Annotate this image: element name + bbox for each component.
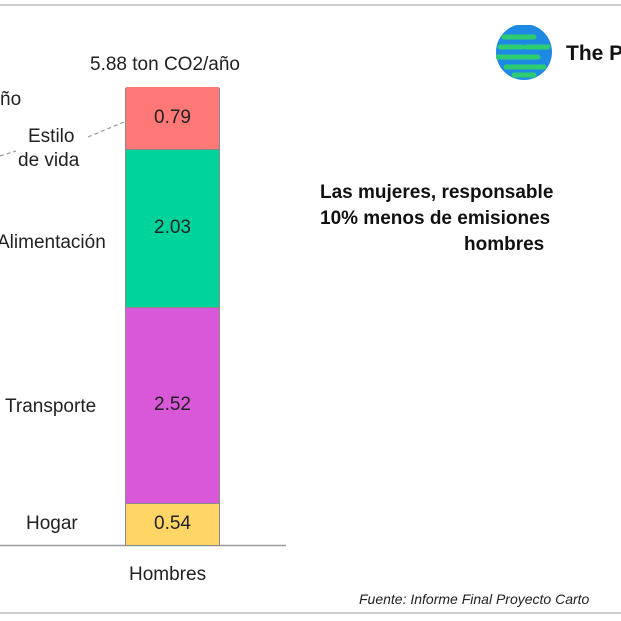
bar-segment-estilo-de-vida: 0.79: [126, 87, 219, 149]
partial-label: ño: [0, 89, 22, 110]
globe-icon: [495, 24, 552, 80]
segment-value-label: 0.54: [154, 513, 191, 535]
series-label-transporte: Transporte: [5, 396, 97, 417]
bottom-rule: [0, 612, 621, 614]
series-label-alimentacion: Alimentación: [0, 232, 106, 253]
headline-line-3: hombres: [464, 234, 545, 255]
series-label-hogar: Hogar: [26, 513, 78, 534]
brand-name: The P: [566, 42, 621, 65]
bar-segment-hogar: 0.54: [126, 502, 219, 545]
series-label-estilo: Estilo: [28, 126, 75, 147]
bar-segment-transporte: 2.52: [126, 306, 219, 503]
source-note: Fuente: Informe Final Proyecto Carto: [359, 591, 590, 607]
total-label: 5.88 ton CO2/año: [90, 54, 240, 75]
series-label-estilo-2: de vida: [18, 150, 80, 171]
top-rule: [0, 4, 621, 6]
segment-value-label: 0.79: [154, 106, 191, 128]
stacked-bar-hombres: 0.54 2.52 2.03 0.79: [125, 87, 220, 546]
category-label: Hombres: [129, 564, 207, 585]
bar-segment-alimentación: 2.03: [126, 148, 219, 307]
headline-line-1: Las mujeres, responsable: [320, 182, 554, 203]
leader-line: [0, 150, 17, 157]
segment-value-label: 2.03: [154, 217, 191, 239]
brand-logo: [495, 24, 554, 88]
segment-value-label: 2.52: [154, 394, 191, 416]
leader-line: [87, 121, 125, 138]
headline-line-2: 10% menos de emisiones: [320, 208, 551, 229]
